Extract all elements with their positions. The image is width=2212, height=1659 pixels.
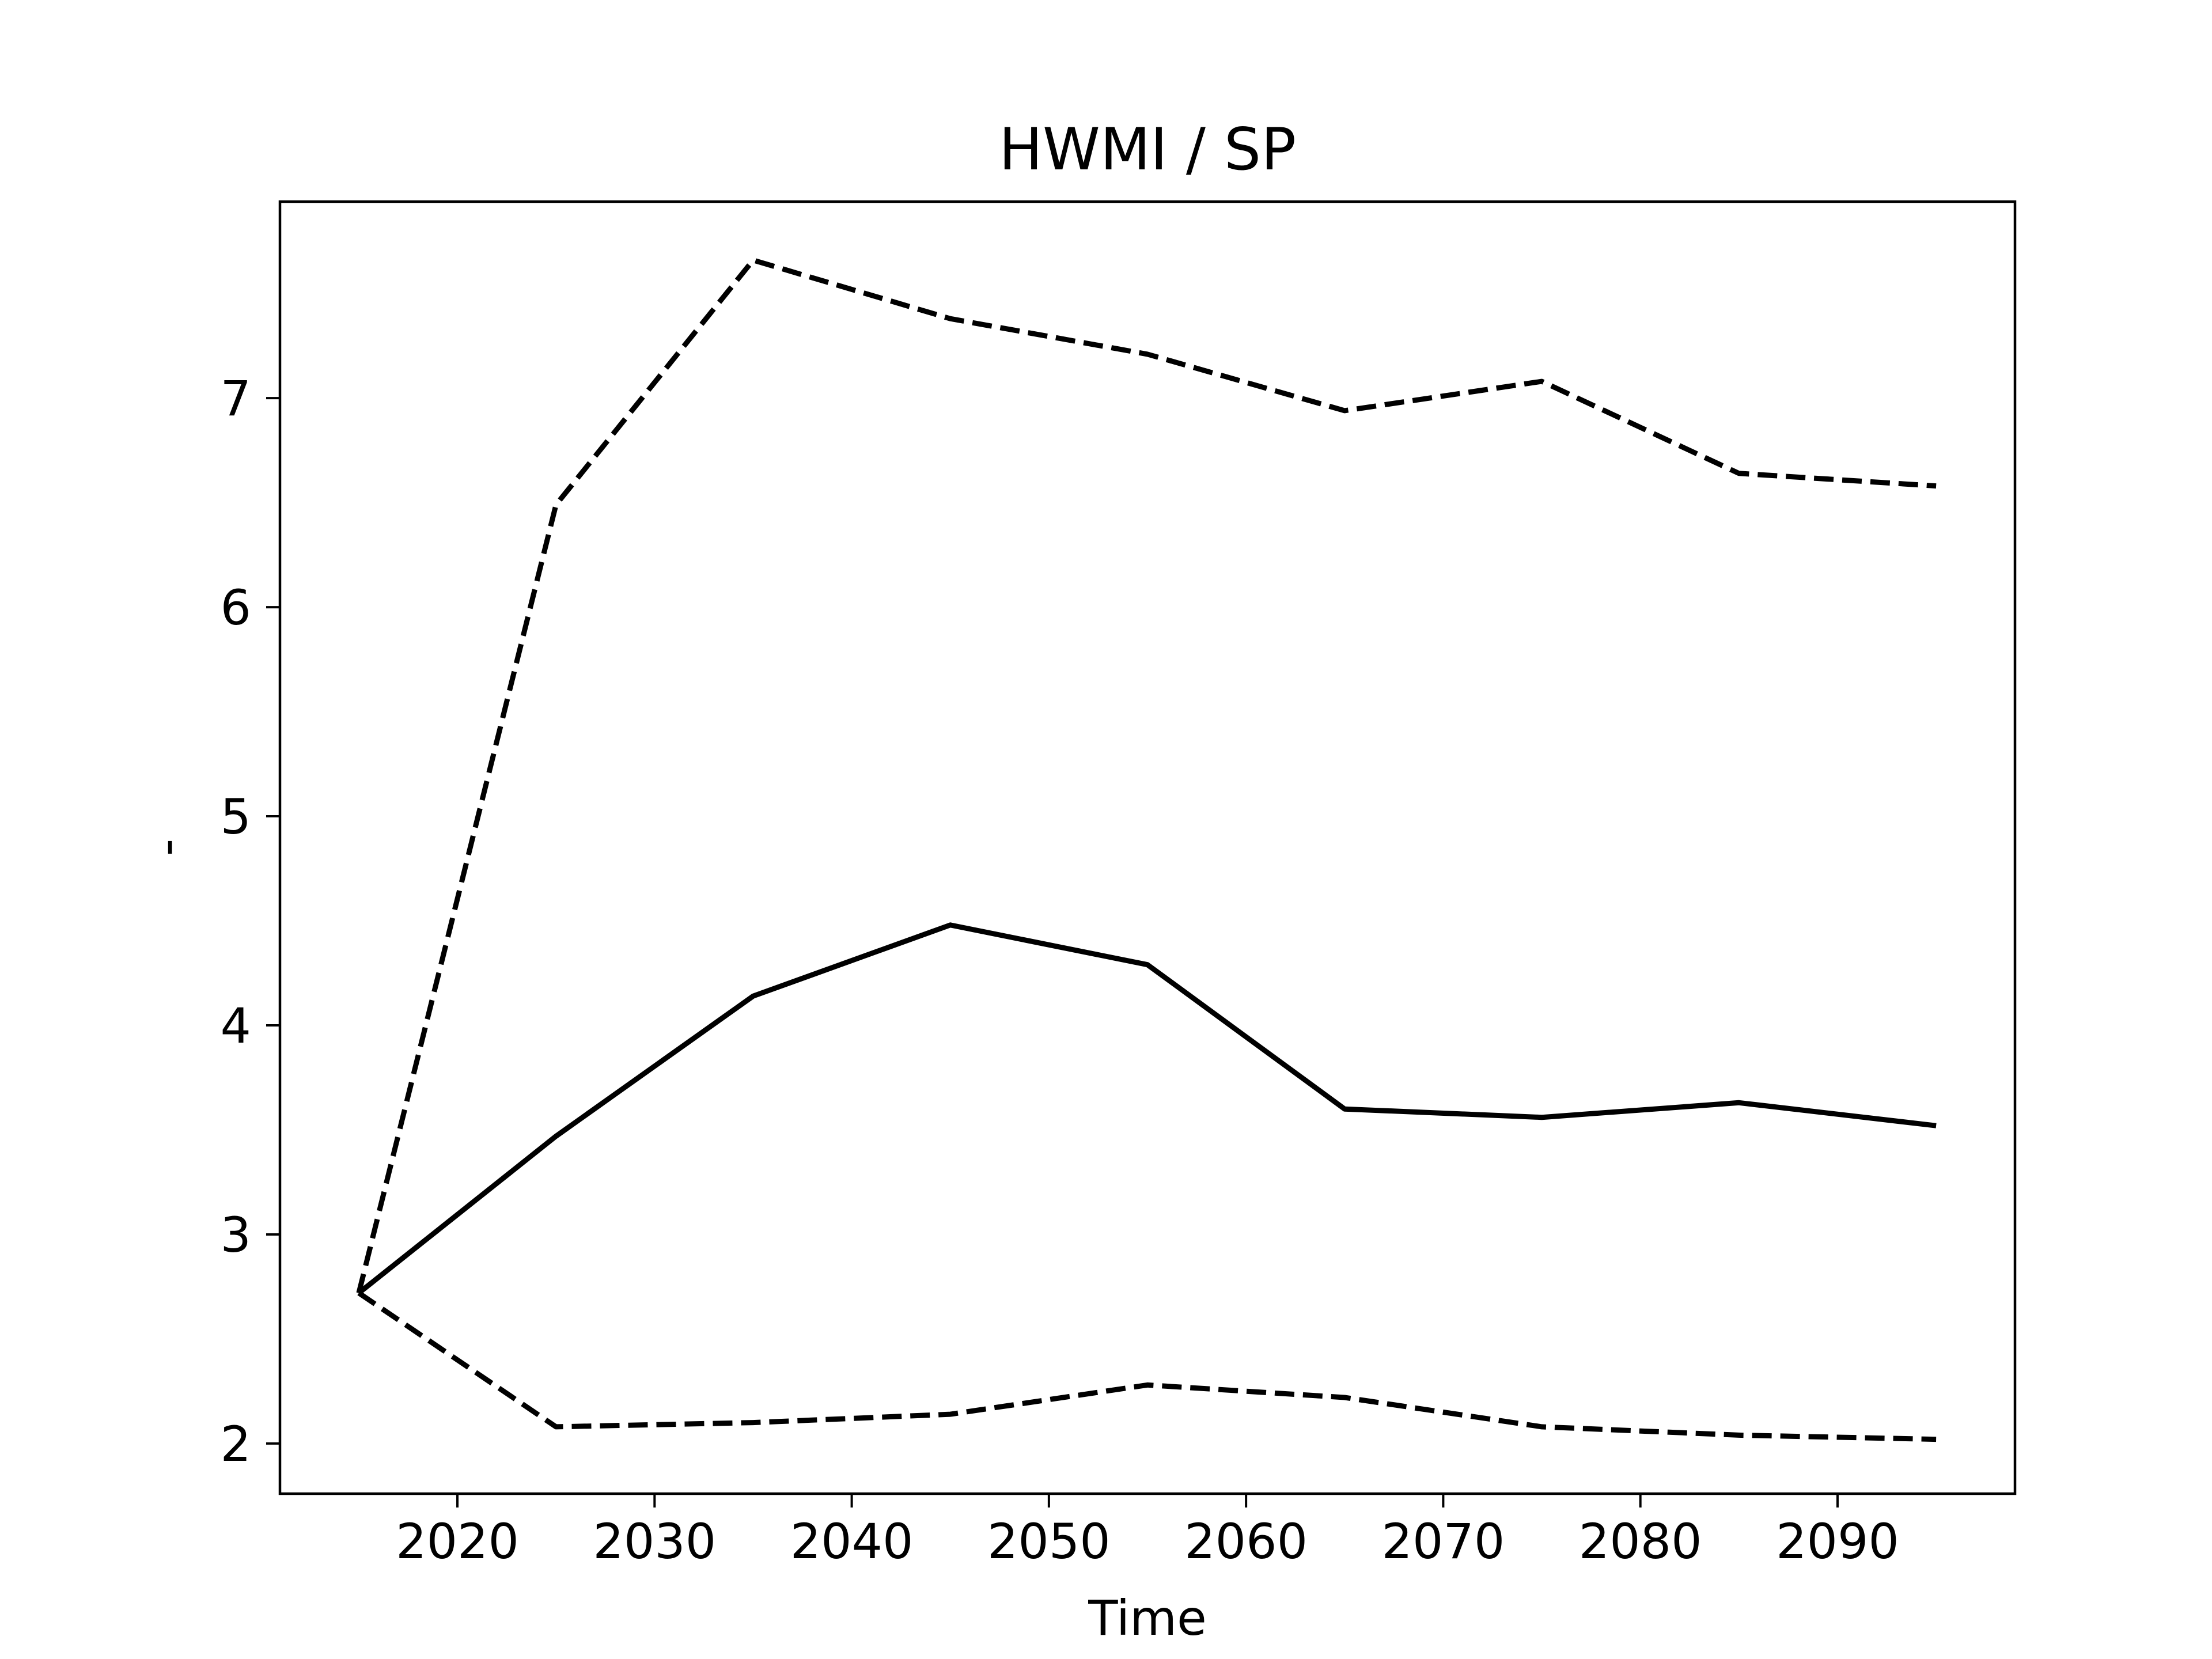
x-tick-label-0: 2020 — [396, 1513, 519, 1570]
x-tick-label-3: 2050 — [987, 1513, 1111, 1570]
chart-title: HWMI / SP — [999, 115, 1296, 183]
y-tick-label-3: 5 — [221, 789, 251, 845]
y-axis: 2 3 4 5 6 7 — [221, 370, 280, 1472]
y-tick-label-5: 7 — [221, 370, 251, 427]
y-tick-label-4: 6 — [221, 579, 251, 636]
series-line-1 — [356, 257, 1937, 1294]
y-tick-label-2: 4 — [221, 998, 251, 1054]
x-tick-label-4: 2060 — [1184, 1513, 1308, 1570]
y-tick-label-0: 2 — [221, 1416, 251, 1472]
x-tick-label-2: 2040 — [790, 1513, 914, 1570]
series-layer — [356, 257, 1937, 1442]
x-tick-label-1: 2030 — [593, 1513, 716, 1570]
y-axis-label: - — [138, 839, 195, 856]
series-line-2 — [357, 1290, 1937, 1442]
x-tick-label-7: 2090 — [1776, 1513, 1899, 1570]
x-axis-label: Time — [1088, 1590, 1207, 1646]
x-axis: 2020 2030 2040 2050 2060 2070 2080 2090 — [396, 1494, 1899, 1570]
x-tick-label-5: 2070 — [1382, 1513, 1505, 1570]
x-tick-label-6: 2080 — [1579, 1513, 1702, 1570]
plot-frame — [278, 200, 2017, 1495]
series-line-0 — [357, 922, 1937, 1296]
y-tick-label-1: 3 — [221, 1207, 251, 1263]
